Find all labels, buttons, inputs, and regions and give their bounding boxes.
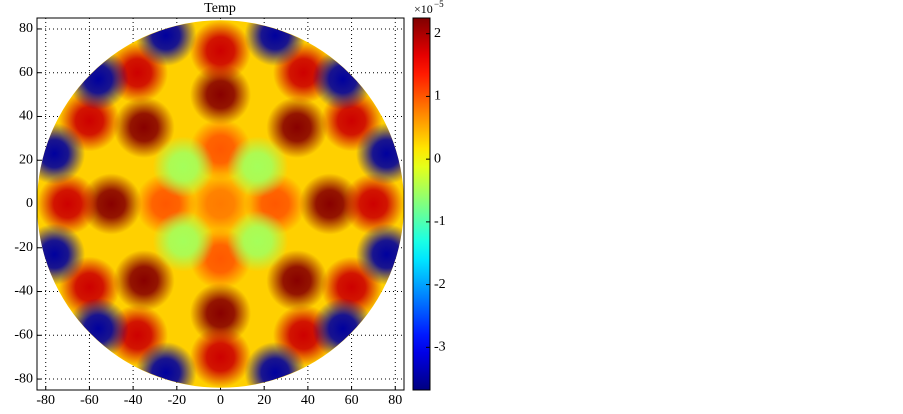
y-tick-label: -20 <box>14 240 33 255</box>
field-peak <box>244 20 306 67</box>
field-peak <box>37 223 86 285</box>
field-peak <box>37 123 86 185</box>
field-peak <box>189 64 252 126</box>
colorbar-tick-label: -3 <box>434 340 446 355</box>
field-peak <box>189 282 252 344</box>
x-tick-label: -80 <box>36 393 55 408</box>
x-tick-label: -60 <box>80 393 99 408</box>
x-tick-label: 0 <box>217 393 224 408</box>
y-tick-label: 40 <box>19 109 33 124</box>
field-peak <box>67 298 129 360</box>
field-peak <box>244 341 306 388</box>
y-tick-label: 20 <box>19 152 33 167</box>
field-peak <box>152 136 214 198</box>
colorbar-tick-label: -1 <box>434 214 446 229</box>
field-peak <box>266 250 328 312</box>
chart-title: Temp <box>204 1 236 16</box>
colorbar-multiplier: ×10 <box>414 2 433 16</box>
field-peak <box>312 298 374 360</box>
x-tick-label: 80 <box>388 393 402 408</box>
colorbar <box>412 17 431 391</box>
x-tick-label: 60 <box>345 393 359 408</box>
field-peak <box>113 96 175 158</box>
y-tick-label: -80 <box>14 371 33 386</box>
colorbar-exponent: −5 <box>434 0 444 9</box>
x-tick-label: 40 <box>301 393 315 408</box>
field-peak <box>37 173 99 235</box>
y-tick-label: 0 <box>26 196 33 211</box>
colorbar-tick-label: 0 <box>434 151 441 166</box>
field-peak <box>80 173 142 235</box>
colorbar-tick-label: -2 <box>434 277 446 292</box>
field-peak <box>189 326 252 388</box>
y-tick-label: -60 <box>14 328 33 343</box>
field-peak <box>113 250 175 312</box>
field <box>37 20 404 388</box>
field-peak <box>355 223 404 285</box>
field-peak <box>299 173 361 235</box>
field-peak <box>355 123 404 185</box>
field-peak <box>135 341 197 388</box>
field-peak <box>189 173 252 235</box>
axes-box <box>36 17 405 391</box>
field-peak <box>312 48 374 110</box>
field-peak <box>266 96 328 158</box>
y-tick-label: 60 <box>19 65 33 80</box>
x-tick-label: 20 <box>257 393 271 408</box>
colorbar-tick-label: 2 <box>434 26 441 41</box>
peaks <box>37 20 404 388</box>
y-tick-label: 80 <box>19 21 33 36</box>
field-peak <box>135 20 197 67</box>
y-tick-label: -40 <box>14 284 33 299</box>
field-peak <box>342 173 404 235</box>
field-peak <box>67 48 129 110</box>
x-tick-label: -40 <box>124 393 143 408</box>
colorbar-tick-label: 1 <box>434 89 441 104</box>
field-peak <box>189 20 252 82</box>
field-peak <box>227 136 289 198</box>
field-peak <box>152 210 214 272</box>
x-tick-label: -20 <box>167 393 186 408</box>
field-peak <box>227 210 289 272</box>
